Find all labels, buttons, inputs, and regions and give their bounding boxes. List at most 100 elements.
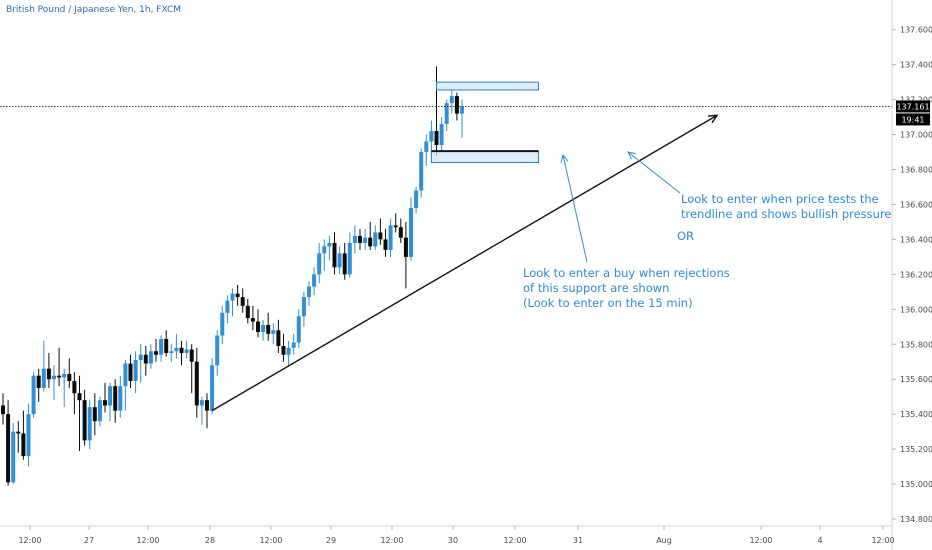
- candle: [205, 393, 209, 429]
- candle: [342, 242, 347, 280]
- candle: [271, 323, 276, 345]
- last-price-label: 137.161: [896, 102, 929, 111]
- trendline-arrowhead: [707, 114, 719, 124]
- price-tick-label: 135.000: [900, 480, 932, 489]
- candle: [143, 346, 148, 376]
- candle: [220, 305, 225, 345]
- candle-body: [271, 330, 276, 334]
- candle-body: [327, 242, 332, 247]
- candle-body: [57, 375, 62, 378]
- candle-body: [52, 375, 56, 380]
- trendline-callout-arrow: [627, 151, 681, 194]
- candle: [307, 281, 311, 306]
- candle: [189, 344, 194, 394]
- candle: [373, 225, 378, 250]
- candle-body: [240, 297, 245, 306]
- price-tick-label: 136.200: [900, 270, 932, 279]
- candle-body: [31, 375, 36, 415]
- candle-body: [373, 232, 378, 247]
- candle: [87, 400, 92, 450]
- candle: [393, 213, 398, 233]
- candle: [62, 368, 67, 408]
- candle: [103, 382, 107, 413]
- candle-body: [159, 339, 164, 355]
- candle: [352, 225, 357, 254]
- candle: [148, 344, 153, 369]
- candle-body: [454, 96, 459, 114]
- candle-body: [97, 400, 102, 422]
- candle-body: [388, 225, 393, 250]
- candle: [429, 120, 434, 156]
- candle-body: [184, 349, 189, 353]
- symbol-title[interactable]: British Pound / Japanese Yen, 1h, FXCM: [6, 5, 182, 15]
- candle-body: [383, 239, 388, 250]
- candle-body: [225, 300, 230, 313]
- candle: [57, 347, 62, 387]
- candle-body: [281, 346, 286, 355]
- price-axis[interactable]: 137.600 137.400 137.200 137.000 136.800 136.6…: [892, 26, 932, 524]
- candle-body: [72, 380, 77, 394]
- candle-body: [393, 225, 398, 228]
- candle-body: [113, 386, 118, 411]
- candlestick-series: [1, 66, 464, 486]
- price-tick-label: 135.600: [900, 375, 932, 384]
- candle: [6, 400, 11, 486]
- candle: [21, 410, 26, 460]
- candle-body: [312, 274, 317, 287]
- candle-body: [143, 354, 148, 364]
- candle-body: [154, 351, 158, 355]
- candle: [133, 351, 138, 394]
- candle: [327, 235, 332, 261]
- candle-body: [11, 431, 16, 483]
- candle-body: [301, 297, 306, 317]
- candle-body: [460, 106, 464, 114]
- candle-body: [16, 431, 21, 434]
- candle: [449, 89, 454, 114]
- time-tick-label: 30: [448, 536, 458, 545]
- candle: [138, 344, 143, 383]
- candle: [92, 393, 97, 436]
- candle-body: [337, 253, 342, 268]
- candle-body: [296, 316, 301, 343]
- candle-body: [266, 325, 271, 334]
- candle-body: [342, 253, 347, 275]
- support-zone: [430, 150, 539, 164]
- candle-body: [123, 363, 128, 387]
- candle-body: [67, 373, 72, 381]
- price-tick-label: 136.000: [900, 305, 932, 314]
- price-tick-label: 136.400: [900, 235, 932, 244]
- candle: [123, 359, 128, 411]
- candle-body: [199, 400, 204, 406]
- candle-body: [261, 325, 266, 333]
- candle: [72, 372, 77, 415]
- candle: [194, 347, 199, 418]
- candle-body: [434, 131, 439, 146]
- candle-body: [307, 286, 311, 298]
- time-tick-label: 12:00: [136, 536, 159, 545]
- time-axis[interactable]: 12:00 27 12:00 28 12:00 29 12:00 30 12:00 31 Aug 12…: [18, 526, 895, 545]
- candle-body: [449, 96, 454, 104]
- candle: [378, 218, 383, 245]
- candle: [215, 330, 220, 376]
- candle-body: [148, 351, 153, 364]
- candle-body: [179, 347, 184, 353]
- candle: [460, 99, 464, 139]
- time-tick-label: 12:00: [259, 536, 282, 545]
- candle-body: [205, 400, 209, 411]
- price-tick-label: 136.800: [900, 166, 932, 175]
- support-note-text: of this support are shown: [523, 281, 669, 295]
- candle-body: [286, 347, 291, 355]
- candle: [67, 358, 72, 388]
- candle: [31, 372, 36, 418]
- price-tick-label: 136.600: [900, 200, 932, 209]
- candle: [245, 298, 250, 324]
- candle: [169, 344, 174, 362]
- candle-body: [352, 235, 357, 243]
- candle: [235, 284, 240, 306]
- candle: [281, 333, 286, 362]
- countdown-badge: [896, 113, 930, 126]
- candle-body: [138, 354, 143, 360]
- candle-body: [398, 227, 403, 238]
- candle-body: [128, 363, 133, 381]
